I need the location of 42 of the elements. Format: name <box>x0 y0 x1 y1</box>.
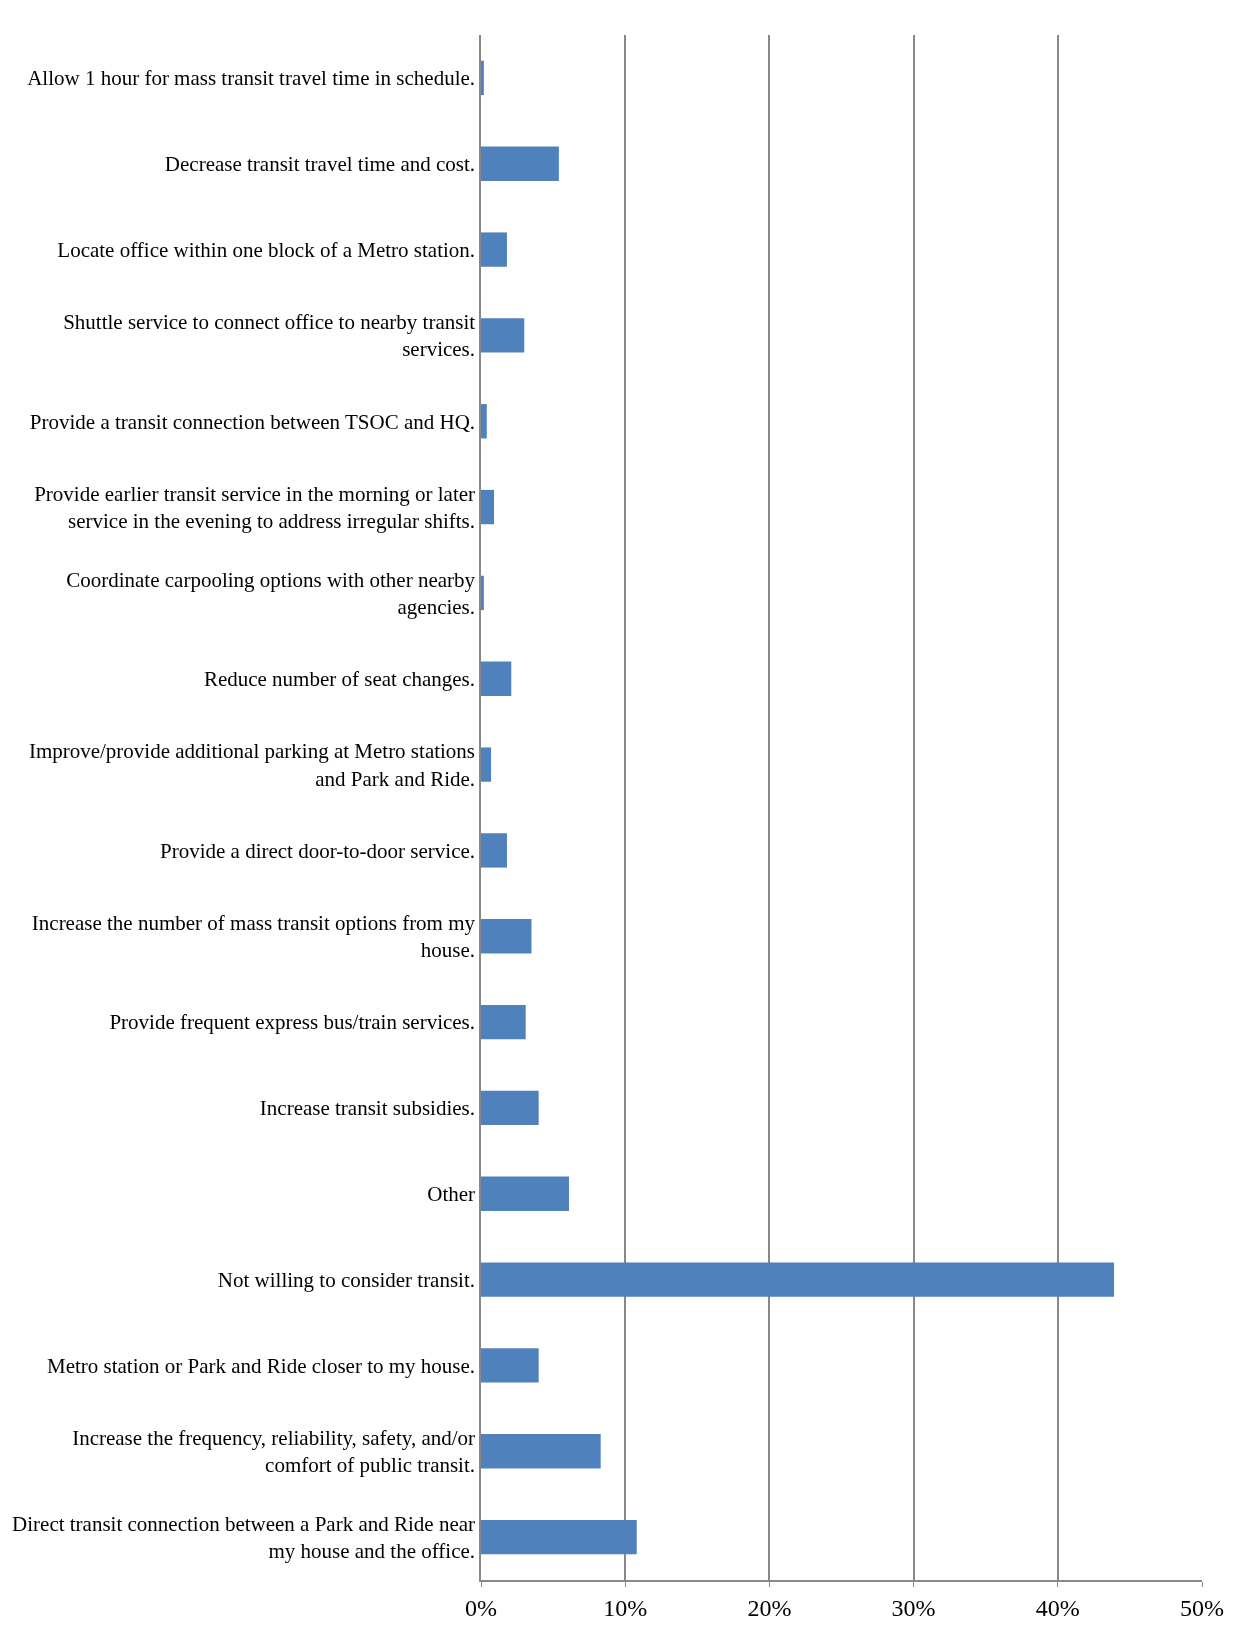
bar <box>481 1176 569 1211</box>
y-tick-label: Increase the frequency, reliability, safety, and/or comfort of public transit. <box>72 1425 476 1478</box>
y-tick-label: Provide a transit connection between TSOC and HQ. <box>29 409 476 434</box>
bar <box>481 1262 1115 1297</box>
y-tick-label: Direct transit connection between a Park and Ride near my house and the office. <box>12 1511 476 1564</box>
bar <box>481 404 487 439</box>
bar <box>481 1434 601 1469</box>
bar <box>481 1004 526 1040</box>
bar <box>481 919 532 954</box>
y-tick-label: Decrease transit travel time and cost. <box>164 152 476 177</box>
y-tick-label: Allow 1 hour for mass transit travel time in schedule. <box>27 66 476 91</box>
x-tick-label: 0% <box>465 1594 497 1621</box>
bar <box>481 1348 539 1383</box>
y-tick-label: Metro station or Park and Ride closer to my house. <box>46 1353 476 1378</box>
y-tick-label: Reduce number of seat changes. <box>203 667 476 692</box>
y-tick-label: Locate office within one block of a Metro station. <box>57 237 476 262</box>
bar <box>481 1519 637 1555</box>
x-tick-label: 10% <box>603 1594 648 1621</box>
bar <box>481 489 494 525</box>
bar <box>481 833 507 868</box>
bar <box>481 575 484 611</box>
y-tick-label: Improve/provide additional parking at Metro stations and Park and Ride. <box>28 739 476 791</box>
y-tick-label: Coordinate carpooling options with other nearby agencies. <box>66 567 476 619</box>
bar <box>481 146 559 181</box>
bar <box>481 232 507 267</box>
x-tick-label: 30% <box>891 1594 936 1621</box>
y-tick-label: Shuttle service to connect office to nearby transit services. <box>63 310 476 362</box>
bar <box>481 747 492 782</box>
bar <box>481 661 512 696</box>
x-tick-label: 20% <box>747 1594 792 1621</box>
bar <box>481 60 484 96</box>
y-tick-label: Increase transit subsidies. <box>259 1096 476 1121</box>
y-tick-label: Not willing to consider transit. <box>217 1267 476 1292</box>
x-tick-label: 40% <box>1035 1594 1080 1621</box>
x-tick-label: 50% <box>1180 1594 1224 1621</box>
y-tick-label: Other <box>427 1182 476 1207</box>
bar <box>481 1090 539 1126</box>
y-tick-label: Increase the number of mass transit options from my house. <box>31 910 476 963</box>
bar <box>481 318 525 353</box>
y-tick-label: Provide earlier transit service in the morning or later service in the evening to address irregular shifts. <box>34 481 476 534</box>
y-tick-label: Provide frequent express bus/train services. <box>109 1010 476 1035</box>
y-tick-label: Provide a direct door-to-door service. <box>159 838 476 863</box>
